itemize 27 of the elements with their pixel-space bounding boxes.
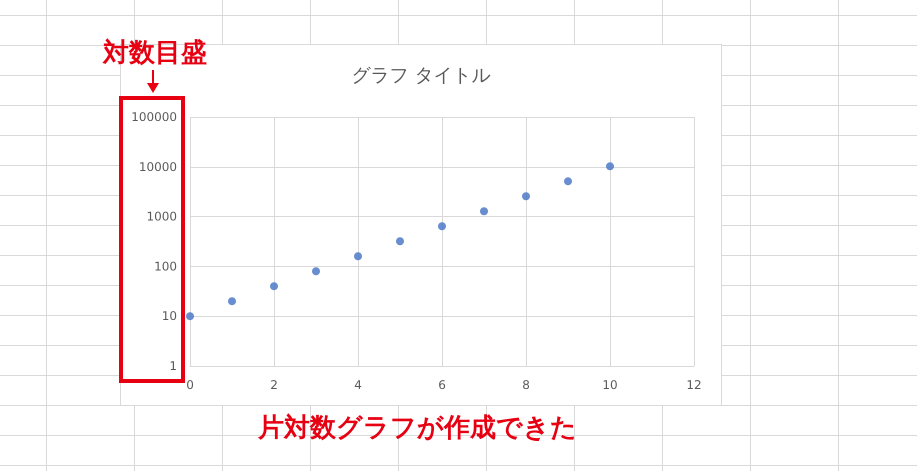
- x-tick-label: 6: [438, 378, 446, 392]
- x-tick-label: 12: [686, 378, 702, 392]
- point: [480, 207, 488, 216]
- point: [396, 237, 404, 246]
- point: [312, 267, 320, 276]
- y-tick-label: 10: [162, 309, 177, 324]
- point: [606, 162, 614, 170]
- point: [564, 177, 572, 186]
- x-tick-label: 10: [602, 378, 618, 392]
- x-tick-label: 4: [354, 378, 362, 392]
- point: [270, 282, 278, 290]
- x-tick-label: 0: [186, 378, 194, 392]
- point: [522, 192, 530, 200]
- y-tick-label: 100: [154, 259, 177, 274]
- chart-title: グラフ タイトル: [351, 64, 491, 86]
- x-tick-label: 2: [270, 378, 278, 392]
- x-tick-label: 8: [522, 378, 530, 392]
- point: [228, 297, 236, 306]
- y-tick-label: 100000: [131, 110, 177, 124]
- y-tick-label: 1: [169, 359, 177, 373]
- point: [354, 252, 362, 260]
- text: 片対数グラフが作成できた: [258, 412, 577, 445]
- point: [186, 312, 194, 320]
- y-tick-label: 10000: [138, 160, 177, 174]
- text: 対数目盛: [103, 37, 207, 70]
- y-tick-label: 1000: [146, 210, 177, 224]
- point: [438, 222, 446, 230]
